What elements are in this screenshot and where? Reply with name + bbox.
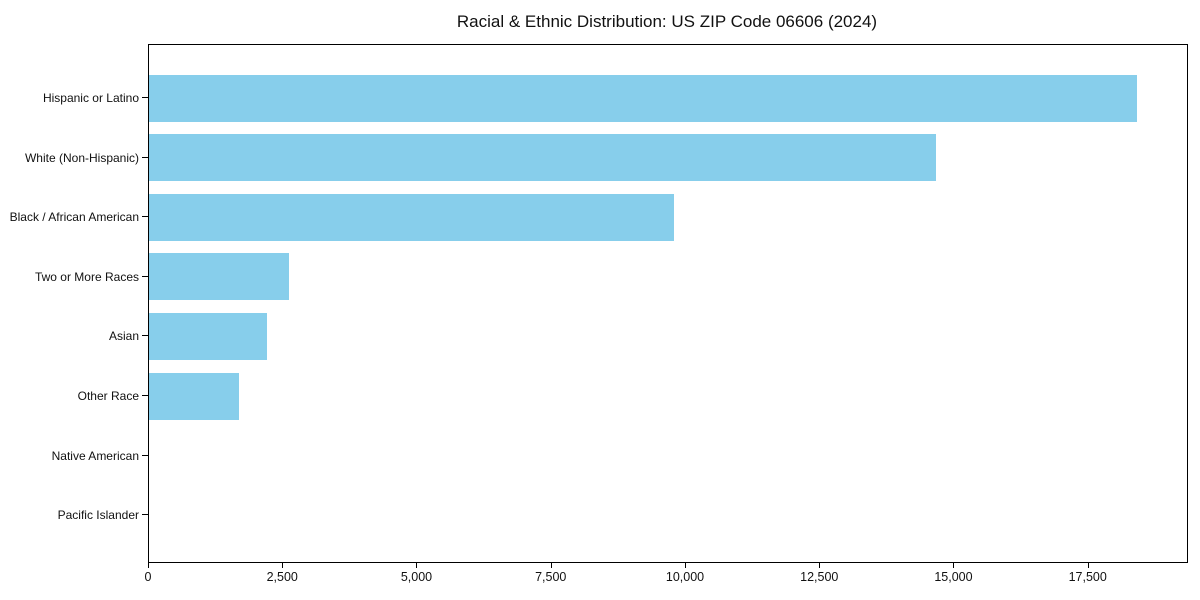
y-tick-label: White (Non-Hispanic) bbox=[24, 150, 139, 165]
x-tick-label: 15,000 bbox=[934, 570, 973, 584]
x-tick-mark bbox=[416, 562, 418, 568]
y-tick-mark bbox=[142, 454, 148, 456]
x-tick-label: 12,500 bbox=[800, 570, 839, 584]
x-tick-mark bbox=[148, 562, 149, 568]
x-tick-label: 0 bbox=[144, 570, 152, 584]
y-tick-label: Hispanic or Latino bbox=[42, 91, 139, 105]
y-tick-label: Two or More Races bbox=[34, 269, 139, 284]
y-tick-label: Other Race bbox=[77, 389, 139, 403]
x-tick-label: 17,500 bbox=[1068, 570, 1107, 584]
x-tick-mark bbox=[684, 562, 686, 568]
y-tick-label: Pacific Islander bbox=[57, 508, 139, 523]
y-tick-label: Native American bbox=[51, 448, 139, 463]
bar bbox=[149, 134, 936, 182]
x-tick-mark bbox=[953, 562, 955, 568]
y-tick-mark bbox=[142, 156, 148, 158]
y-tick-mark bbox=[142, 514, 148, 516]
y-tick-mark bbox=[142, 97, 148, 98]
y-tick-label: Black / African American bbox=[9, 210, 139, 225]
bar bbox=[149, 253, 290, 301]
x-tick-mark bbox=[1087, 562, 1089, 568]
bar bbox=[149, 74, 1138, 122]
y-tick-mark bbox=[142, 395, 148, 396]
bar bbox=[149, 193, 675, 241]
bar bbox=[149, 312, 268, 360]
y-tick-mark bbox=[142, 216, 148, 218]
x-tick-mark bbox=[550, 562, 552, 568]
bar bbox=[149, 372, 240, 420]
x-tick-mark bbox=[282, 562, 284, 568]
x-tick-label: 2,500 bbox=[266, 570, 298, 584]
x-tick-mark bbox=[819, 562, 821, 568]
x-tick-label: 10,000 bbox=[665, 570, 705, 584]
plot-area bbox=[148, 44, 1188, 563]
x-tick-label: 5,000 bbox=[400, 570, 433, 584]
x-tick-label: 7,500 bbox=[535, 570, 567, 584]
y-tick-label: Asian bbox=[108, 329, 139, 344]
y-tick-mark bbox=[142, 335, 148, 337]
chart-title: Racial & Ethnic Distribution: US ZIP Cod… bbox=[456, 12, 878, 31]
y-tick-mark bbox=[142, 275, 148, 277]
